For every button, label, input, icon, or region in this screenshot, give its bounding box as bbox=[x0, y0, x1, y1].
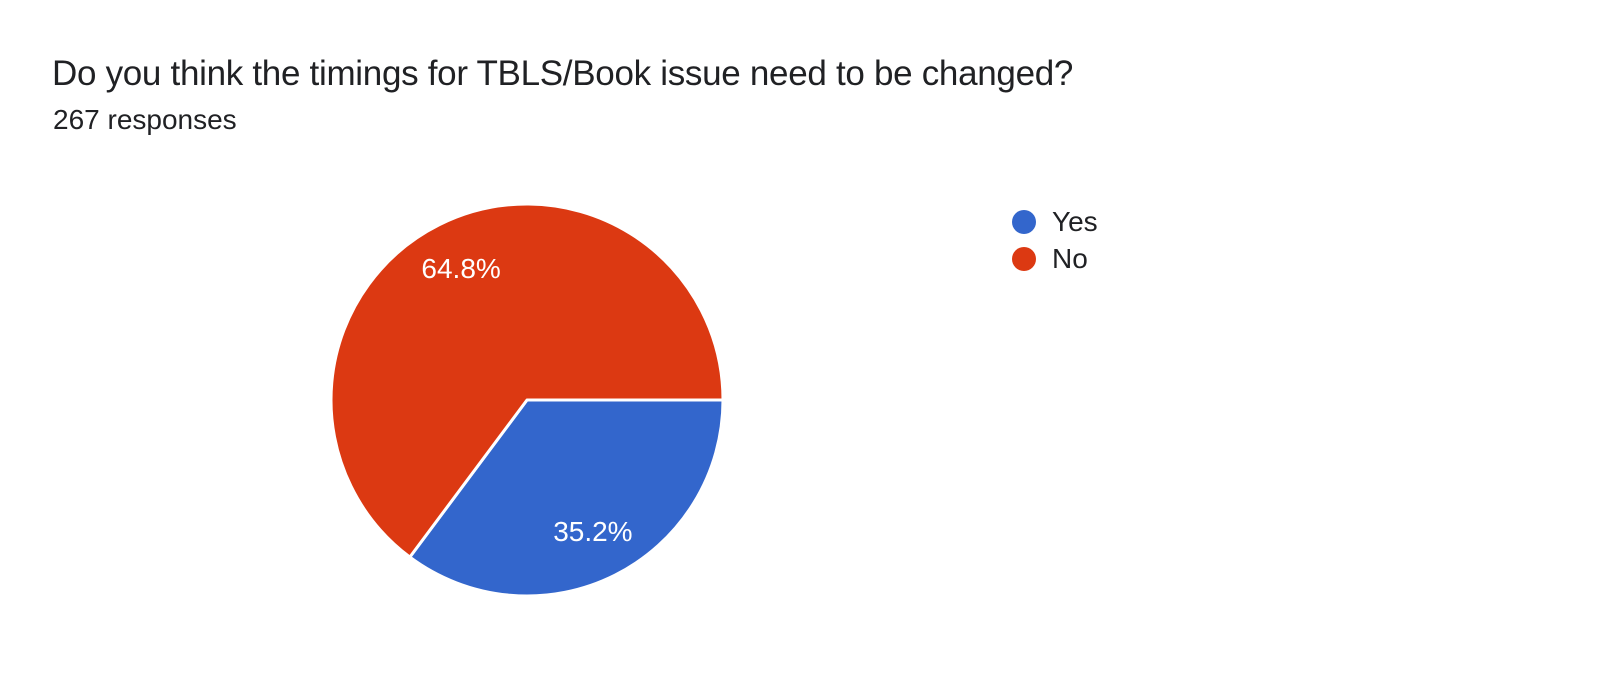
legend-item-no: No bbox=[1012, 243, 1098, 274]
legend-dot-no bbox=[1012, 247, 1036, 271]
legend-dot-yes bbox=[1012, 210, 1036, 234]
legend-label-no: No bbox=[1052, 243, 1088, 274]
pie-slice-yes[interactable] bbox=[408, 398, 725, 598]
legend-label-yes: Yes bbox=[1052, 206, 1098, 237]
pie-slice-no[interactable] bbox=[329, 202, 725, 559]
chart-legend: Yes No bbox=[1012, 206, 1098, 274]
question-title: Do you think the timings for TBLS/Book i… bbox=[52, 54, 1074, 93]
responses-count: 267 responses bbox=[53, 104, 237, 135]
slice-label-no: 64.8% bbox=[421, 253, 500, 284]
slice-label-yes: 35.2% bbox=[553, 516, 632, 547]
legend-item-yes: Yes bbox=[1012, 206, 1098, 237]
